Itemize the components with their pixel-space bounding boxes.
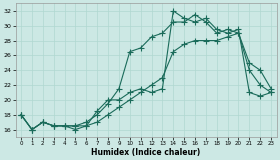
- X-axis label: Humidex (Indice chaleur): Humidex (Indice chaleur): [92, 148, 201, 156]
